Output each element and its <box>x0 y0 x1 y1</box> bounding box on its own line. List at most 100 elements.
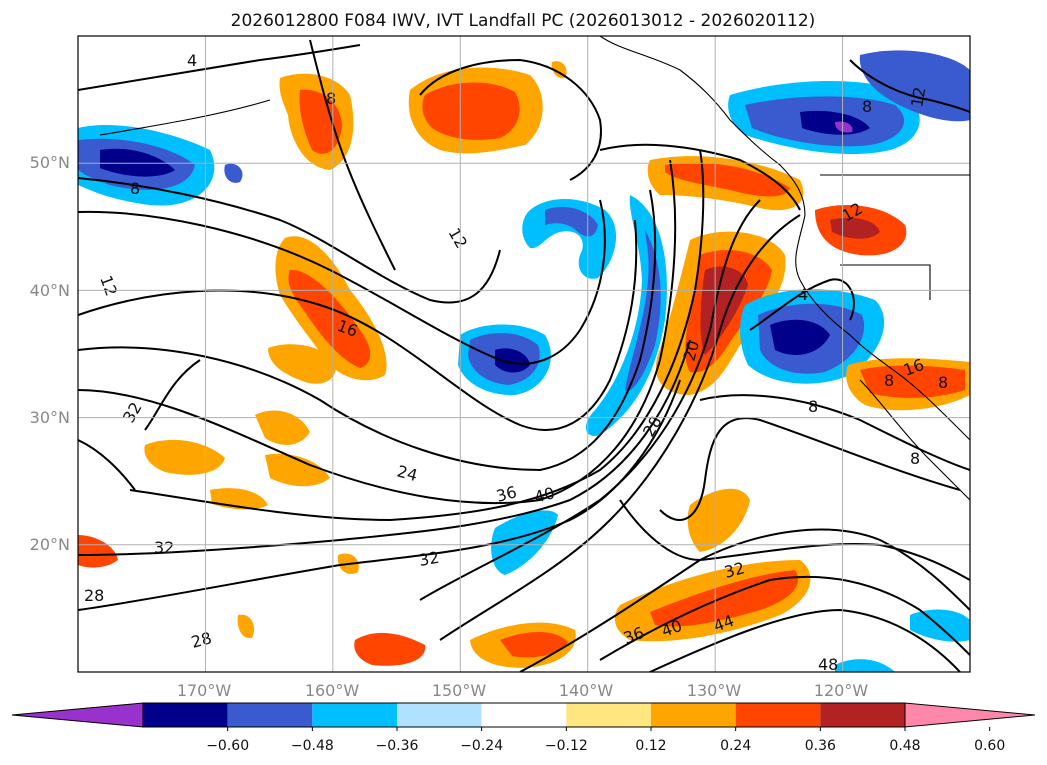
positive-region <box>354 632 426 666</box>
negative-region <box>835 121 853 133</box>
colorbar-tick-label: 0.60 <box>974 738 1005 754</box>
contour-line <box>78 439 136 491</box>
north-america-coastline <box>599 36 970 441</box>
contour-line <box>659 417 961 521</box>
positive-region <box>78 535 118 568</box>
contour-line <box>78 177 501 304</box>
colorbar-extend-low <box>11 702 144 728</box>
contour-line <box>129 149 705 522</box>
contour-line <box>309 39 396 271</box>
colorbar-segment <box>143 703 228 727</box>
positive-region <box>687 488 750 552</box>
negative-region <box>495 348 530 373</box>
map-panel: 4 8 8 12 12 12 16 20 4 8 8 8 28 32 24 36… <box>77 35 971 674</box>
positive-region <box>665 162 790 197</box>
contour-label: 32 <box>417 548 440 570</box>
negative-region <box>491 510 558 575</box>
contour-line <box>599 575 970 661</box>
negative-region <box>625 230 661 391</box>
colorbar-tick-label: −0.24 <box>460 738 503 754</box>
positive-region <box>422 82 520 140</box>
contour-label: 32 <box>722 558 747 582</box>
contour-line <box>78 379 681 611</box>
contour-line <box>144 359 201 431</box>
contour-label: 4 <box>798 285 808 304</box>
contour-label: 8 <box>862 97 872 116</box>
positive-region <box>144 439 225 475</box>
iwv-contours <box>78 39 970 672</box>
contour-label: 40 <box>532 483 557 507</box>
contour-label: 8 <box>130 179 140 198</box>
axis-labels: 170°W 160°W 150°W 140°W 130°W 120°W 50°N… <box>30 153 869 700</box>
contour-line <box>619 499 970 581</box>
negative-region <box>585 195 667 436</box>
positive-region <box>265 453 330 487</box>
contour-line <box>439 214 801 641</box>
colorbar-tick-label: 0.12 <box>635 738 666 754</box>
negative-region <box>770 319 830 355</box>
colorbar-segment <box>651 703 736 727</box>
contour-line <box>599 143 801 211</box>
colorbar: −0.60 −0.48 −0.36 −0.24 −0.12 0.12 0.24 0.36 0.4… <box>11 702 1036 754</box>
contour-line <box>519 528 970 672</box>
lon-tick-label: 130°W <box>687 681 742 700</box>
colorbar-segment <box>481 703 567 727</box>
contour-label: 8 <box>808 397 818 416</box>
contour-label: 28 <box>84 586 104 605</box>
contour-label: 12 <box>907 85 929 108</box>
contour-label: 8 <box>910 449 920 468</box>
colorbar-segment <box>735 703 821 727</box>
contour-line <box>699 394 970 471</box>
contour-line <box>649 608 961 672</box>
contour-line <box>419 58 602 181</box>
colorbar-segment <box>227 703 313 727</box>
colorbar-tick-label: 0.36 <box>805 738 836 754</box>
positive-region <box>299 89 342 154</box>
contour-label: 8 <box>884 371 894 390</box>
contour-label: 48 <box>818 655 838 674</box>
colorbar-tick-label: −0.60 <box>206 738 249 754</box>
lat-tick-label: 40°N <box>30 281 70 300</box>
positive-region <box>860 365 965 398</box>
contour-label: 20 <box>680 338 704 363</box>
aleutian-coastline <box>99 99 271 136</box>
negative-region <box>835 659 895 672</box>
lat-tick-label: 20°N <box>30 535 70 554</box>
positive-region <box>288 269 371 368</box>
contour-label: 28 <box>189 628 214 652</box>
contour-line <box>78 159 677 505</box>
shaded-anomaly-regions <box>78 50 970 672</box>
lon-tick-label: 170°W <box>177 681 232 700</box>
contour-line <box>849 59 970 113</box>
contour-line <box>749 278 855 331</box>
lat-tick-label: 50°N <box>30 153 70 172</box>
colorbar-tick-label: −0.48 <box>291 738 334 754</box>
negative-region <box>224 163 243 183</box>
figure-title: 2026012800 F084 IWV, IVT Landfall PC (20… <box>231 11 816 31</box>
border-line <box>840 264 931 300</box>
negative-region <box>545 206 598 237</box>
gridlines <box>78 36 970 672</box>
colorbar-tick-label: 0.48 <box>889 738 920 754</box>
negative-region <box>800 110 870 135</box>
colorbar-extend-high <box>904 702 1036 728</box>
colorbar-tick-label: −0.12 <box>545 738 588 754</box>
lon-tick-label: 120°W <box>814 681 869 700</box>
coastlines <box>99 36 970 501</box>
colorbar-segment <box>312 703 397 727</box>
contour-label: 8 <box>938 373 948 392</box>
positive-region <box>268 344 336 384</box>
contour-line <box>78 339 691 556</box>
contour-label: 8 <box>326 89 336 108</box>
contour-label: 24 <box>395 462 420 486</box>
map-frame <box>77 35 971 673</box>
colorbar-frame <box>142 702 906 728</box>
contour-line <box>419 199 761 601</box>
colorbar-segment <box>820 703 905 727</box>
colorbar-tick-label: −0.36 <box>376 738 419 754</box>
colorbar-segment <box>397 703 482 727</box>
negative-region <box>100 148 175 177</box>
contour-label: 4 <box>187 51 197 70</box>
lat-tick-label: 30°N <box>30 408 70 427</box>
